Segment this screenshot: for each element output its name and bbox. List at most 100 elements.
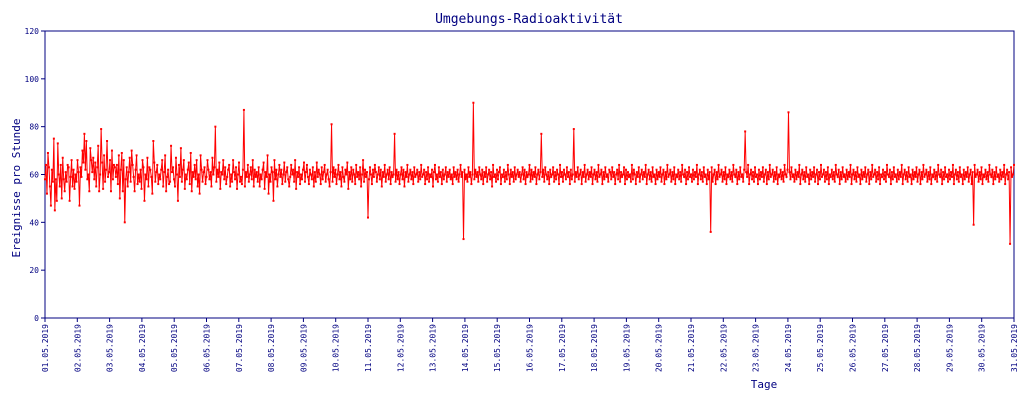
- data-point: [444, 166, 447, 169]
- data-point: [804, 180, 807, 183]
- x-tick-label: 20.05.2019: [655, 324, 664, 372]
- data-point: [47, 166, 50, 169]
- data-point: [644, 163, 647, 166]
- data-point: [902, 173, 905, 176]
- data-point: [418, 171, 421, 174]
- data-point: [873, 173, 876, 176]
- data-point: [979, 178, 982, 181]
- data-point: [500, 173, 503, 176]
- data-point: [83, 132, 86, 135]
- data-point: [950, 175, 953, 178]
- data-point: [709, 230, 712, 233]
- data-point: [842, 175, 845, 178]
- data-point: [225, 183, 228, 186]
- data-point: [439, 171, 442, 174]
- data-point: [406, 163, 409, 166]
- data-point: [806, 175, 809, 178]
- data-point: [944, 166, 947, 169]
- data-point: [527, 173, 530, 176]
- data-point: [125, 166, 128, 169]
- data-point: [684, 168, 687, 171]
- data-point: [984, 168, 987, 171]
- data-point: [884, 171, 886, 174]
- data-point: [712, 173, 715, 176]
- x-tick-label: 28.05.2019: [913, 324, 922, 372]
- data-point: [481, 168, 484, 171]
- data-point: [799, 183, 802, 186]
- data-point: [347, 187, 350, 190]
- data-point: [878, 166, 881, 169]
- data-point: [484, 175, 487, 178]
- data-point: [658, 175, 661, 178]
- data-point: [692, 178, 695, 181]
- data-point: [615, 173, 618, 176]
- data-point: [662, 168, 665, 171]
- data-point: [192, 175, 195, 178]
- data-point: [416, 168, 419, 171]
- data-point: [512, 180, 515, 183]
- data-point: [580, 183, 583, 186]
- data-point: [631, 178, 634, 181]
- x-tick-label: 10.05.2019: [332, 324, 341, 372]
- data-point: [917, 173, 920, 176]
- data-point: [847, 171, 850, 174]
- data-point: [86, 178, 89, 181]
- data-point: [687, 178, 690, 181]
- data-point: [608, 168, 611, 171]
- data-point: [272, 199, 275, 202]
- data-point: [1004, 183, 1007, 186]
- data-point: [966, 166, 969, 169]
- data-point: [618, 163, 621, 166]
- data-point: [824, 171, 827, 174]
- data-point: [271, 171, 274, 174]
- y-tick-label: 40: [29, 218, 39, 227]
- data-point: [392, 173, 395, 176]
- data-point: [972, 223, 975, 226]
- data-point: [297, 175, 300, 178]
- data-point: [509, 168, 512, 171]
- x-tick-label: 17.05.2019: [558, 324, 567, 372]
- data-point: [632, 168, 635, 171]
- data-point: [94, 161, 97, 164]
- data-point: [848, 175, 851, 178]
- data-point: [523, 168, 526, 171]
- data-point: [273, 159, 276, 162]
- data-point: [669, 168, 672, 171]
- data-point: [544, 166, 547, 169]
- data-point: [729, 178, 732, 181]
- data-point: [264, 171, 267, 174]
- data-point: [572, 128, 575, 131]
- data-point: [115, 163, 118, 166]
- data-point: [722, 171, 725, 174]
- data-point: [464, 178, 467, 181]
- data-point: [568, 183, 571, 186]
- data-point: [355, 163, 358, 166]
- data-point: [489, 178, 492, 181]
- data-point: [740, 175, 743, 178]
- data-point: [547, 171, 550, 174]
- x-tick-label: 23.05.2019: [752, 324, 761, 372]
- data-point: [548, 183, 551, 186]
- data-point: [496, 168, 498, 171]
- data-point: [341, 166, 344, 169]
- data-point: [968, 173, 971, 176]
- data-point: [177, 163, 180, 166]
- data-point: [442, 178, 445, 181]
- data-point: [683, 175, 686, 178]
- data-point: [675, 173, 678, 176]
- data-point: [174, 156, 177, 159]
- data-point: [754, 166, 757, 169]
- data-point: [329, 171, 332, 174]
- data-point: [313, 171, 316, 174]
- data-point: [218, 161, 221, 164]
- data-point: [655, 168, 658, 171]
- data-point: [885, 163, 888, 166]
- data-point: [368, 166, 371, 169]
- data-point: [976, 168, 979, 171]
- data-point: [772, 180, 775, 183]
- data-point: [155, 171, 158, 174]
- data-point: [749, 173, 752, 176]
- data-point: [463, 168, 466, 171]
- data-point: [652, 175, 655, 178]
- data-point: [717, 163, 720, 166]
